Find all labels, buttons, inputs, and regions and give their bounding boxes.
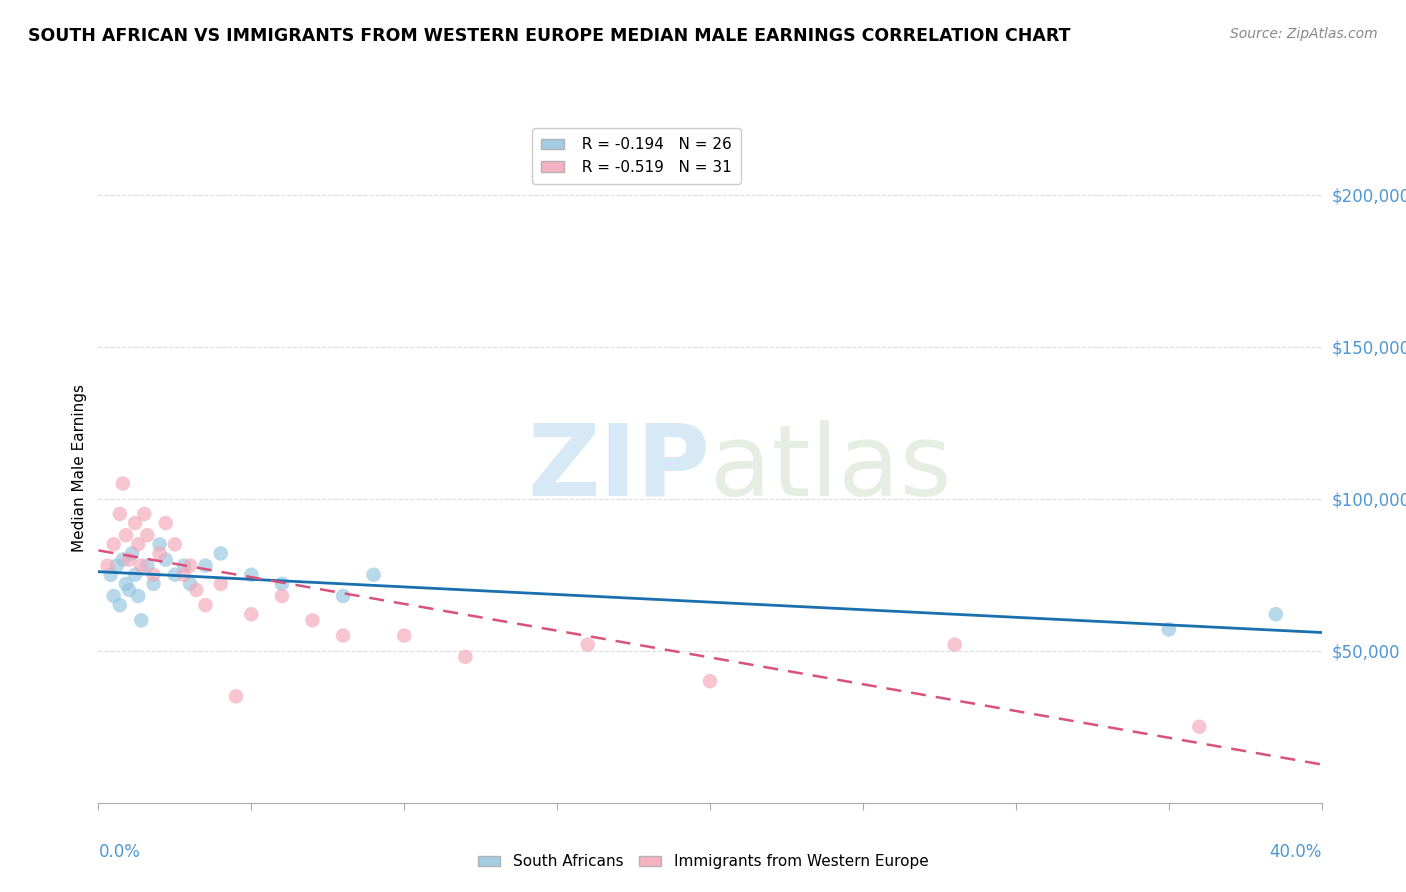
Point (179, 558, 201, 573)
Point (103, 589, 125, 603)
Point (173, 558, 195, 573)
Point (225, 690, 247, 704)
Point (103, 537, 125, 551)
Point (332, 628, 354, 642)
Point (127, 537, 149, 551)
Point (209, 546, 232, 560)
Point (1157, 623, 1180, 637)
Point (118, 582, 141, 597)
Point (111, 476, 134, 491)
Point (155, 552, 177, 566)
Point (1264, 607, 1286, 622)
Point (270, 577, 292, 591)
Point (186, 582, 208, 597)
Point (108, 507, 131, 521)
Point (240, 607, 263, 622)
Text: 40.0%: 40.0% (1270, 843, 1322, 861)
Point (270, 589, 292, 603)
Text: 0.0%: 0.0% (98, 843, 141, 861)
Text: SOUTH AFRICAN VS IMMIGRANTS FROM WESTERN EUROPE MEDIAN MALE EARNINGS CORRELATION: SOUTH AFRICAN VS IMMIGRANTS FROM WESTERN… (28, 27, 1070, 45)
Point (111, 552, 134, 566)
Point (363, 567, 385, 582)
Point (105, 558, 128, 573)
Point (699, 674, 721, 689)
Point (142, 577, 165, 591)
Point (136, 558, 159, 573)
Point (118, 552, 141, 566)
Point (149, 546, 172, 560)
Point (124, 567, 146, 582)
Point (332, 589, 354, 603)
Point (1188, 720, 1211, 734)
Text: Source: ZipAtlas.com: Source: ZipAtlas.com (1230, 27, 1378, 41)
Point (129, 613, 152, 627)
Point (943, 638, 966, 652)
Text: ZIP: ZIP (527, 420, 710, 516)
Point (115, 528, 138, 542)
Point (576, 638, 599, 652)
Point (127, 589, 149, 603)
Point (301, 613, 323, 627)
Legend: South Africans, Immigrants from Western Europe: South Africans, Immigrants from Western … (471, 848, 935, 875)
Text: atlas: atlas (710, 420, 952, 516)
Point (194, 558, 217, 573)
Point (163, 567, 186, 582)
Point (124, 516, 146, 530)
Point (115, 577, 138, 591)
Point (163, 537, 186, 551)
Point (149, 537, 172, 551)
Legend:   R = -0.194   N = 26,   R = -0.519   N = 31: R = -0.194 N = 26, R = -0.519 N = 31 (533, 128, 741, 184)
Point (173, 567, 195, 582)
Point (134, 507, 156, 521)
Point (179, 577, 201, 591)
Point (240, 567, 263, 582)
Point (209, 577, 232, 591)
Point (155, 516, 177, 530)
Point (136, 528, 159, 542)
Point (129, 558, 152, 573)
Point (121, 546, 143, 560)
Point (392, 628, 416, 642)
Point (454, 649, 477, 664)
Point (108, 598, 131, 612)
Y-axis label: Median Male Earnings: Median Male Earnings (72, 384, 87, 552)
Point (142, 567, 165, 582)
Point (97, 558, 120, 573)
Point (194, 598, 217, 612)
Point (100, 567, 122, 582)
